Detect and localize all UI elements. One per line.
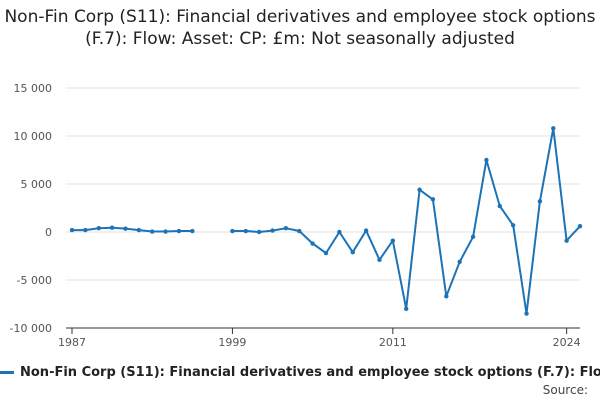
- data-point: [404, 306, 409, 311]
- data-point: [150, 229, 155, 234]
- data-point: [270, 228, 275, 233]
- data-point: [136, 227, 142, 233]
- data-series: [69, 126, 583, 316]
- source-label: Source:: [542, 383, 588, 397]
- x-axis: 1987 1999 2011 2024: [58, 327, 581, 349]
- x-tick-label: 2024: [553, 336, 581, 349]
- y-tick-label: 15 000: [14, 82, 53, 95]
- data-point: [470, 234, 476, 239]
- data-point: [230, 228, 235, 234]
- data-point: [256, 229, 262, 235]
- data-point: [363, 228, 369, 233]
- chart-title: Non-Fin Corp (S11): Financial derivative…: [4, 7, 596, 49]
- data-point: [430, 197, 436, 202]
- data-point: [96, 225, 101, 231]
- data-point: [69, 227, 75, 233]
- data-point: [457, 259, 462, 264]
- y-tick-label: 5 000: [21, 178, 53, 191]
- data-point: [484, 157, 489, 163]
- data-point: [190, 228, 195, 234]
- data-point: [377, 257, 382, 263]
- legend-label: Non-Fin Corp (S11): Financial derivative…: [20, 365, 600, 380]
- data-point: [176, 228, 182, 234]
- y-axis-ticks: -10 000 -5 000 0 5 000 10 000 15 000: [10, 82, 52, 335]
- series-line: [72, 226, 193, 233]
- y-tick-label: 10 000: [14, 130, 53, 143]
- data-point: [123, 226, 128, 231]
- x-tick-label: 2011: [379, 336, 407, 349]
- y-tick-label: -5 000: [17, 274, 52, 287]
- y-tick-label: 0: [45, 226, 52, 239]
- data-point: [337, 229, 342, 235]
- data-point: [417, 187, 422, 192]
- data-point: [297, 228, 302, 234]
- data-point: [444, 294, 449, 299]
- x-tick-label: 1999: [218, 336, 246, 349]
- gridlines: [66, 87, 580, 329]
- legend-swatch: [0, 371, 14, 374]
- data-point: [243, 228, 248, 234]
- data-point: [83, 227, 88, 233]
- y-tick-label: -10 000: [10, 322, 52, 335]
- data-point: [524, 311, 529, 316]
- data-point: [564, 238, 569, 243]
- data-point: [283, 225, 289, 231]
- data-point: [310, 241, 315, 246]
- data-point: [163, 229, 168, 234]
- data-point: [537, 199, 543, 204]
- data-point: [350, 249, 355, 255]
- data-point: [497, 203, 502, 209]
- data-point: [323, 250, 329, 256]
- x-tick-label: 1987: [58, 336, 86, 349]
- data-point: [577, 224, 583, 229]
- series-line: [232, 127, 581, 315]
- legend: Non-Fin Corp (S11): Financial derivative…: [0, 363, 600, 380]
- data-point: [551, 126, 556, 131]
- data-point: [390, 238, 396, 243]
- data-point: [109, 225, 115, 230]
- data-point: [510, 223, 516, 228]
